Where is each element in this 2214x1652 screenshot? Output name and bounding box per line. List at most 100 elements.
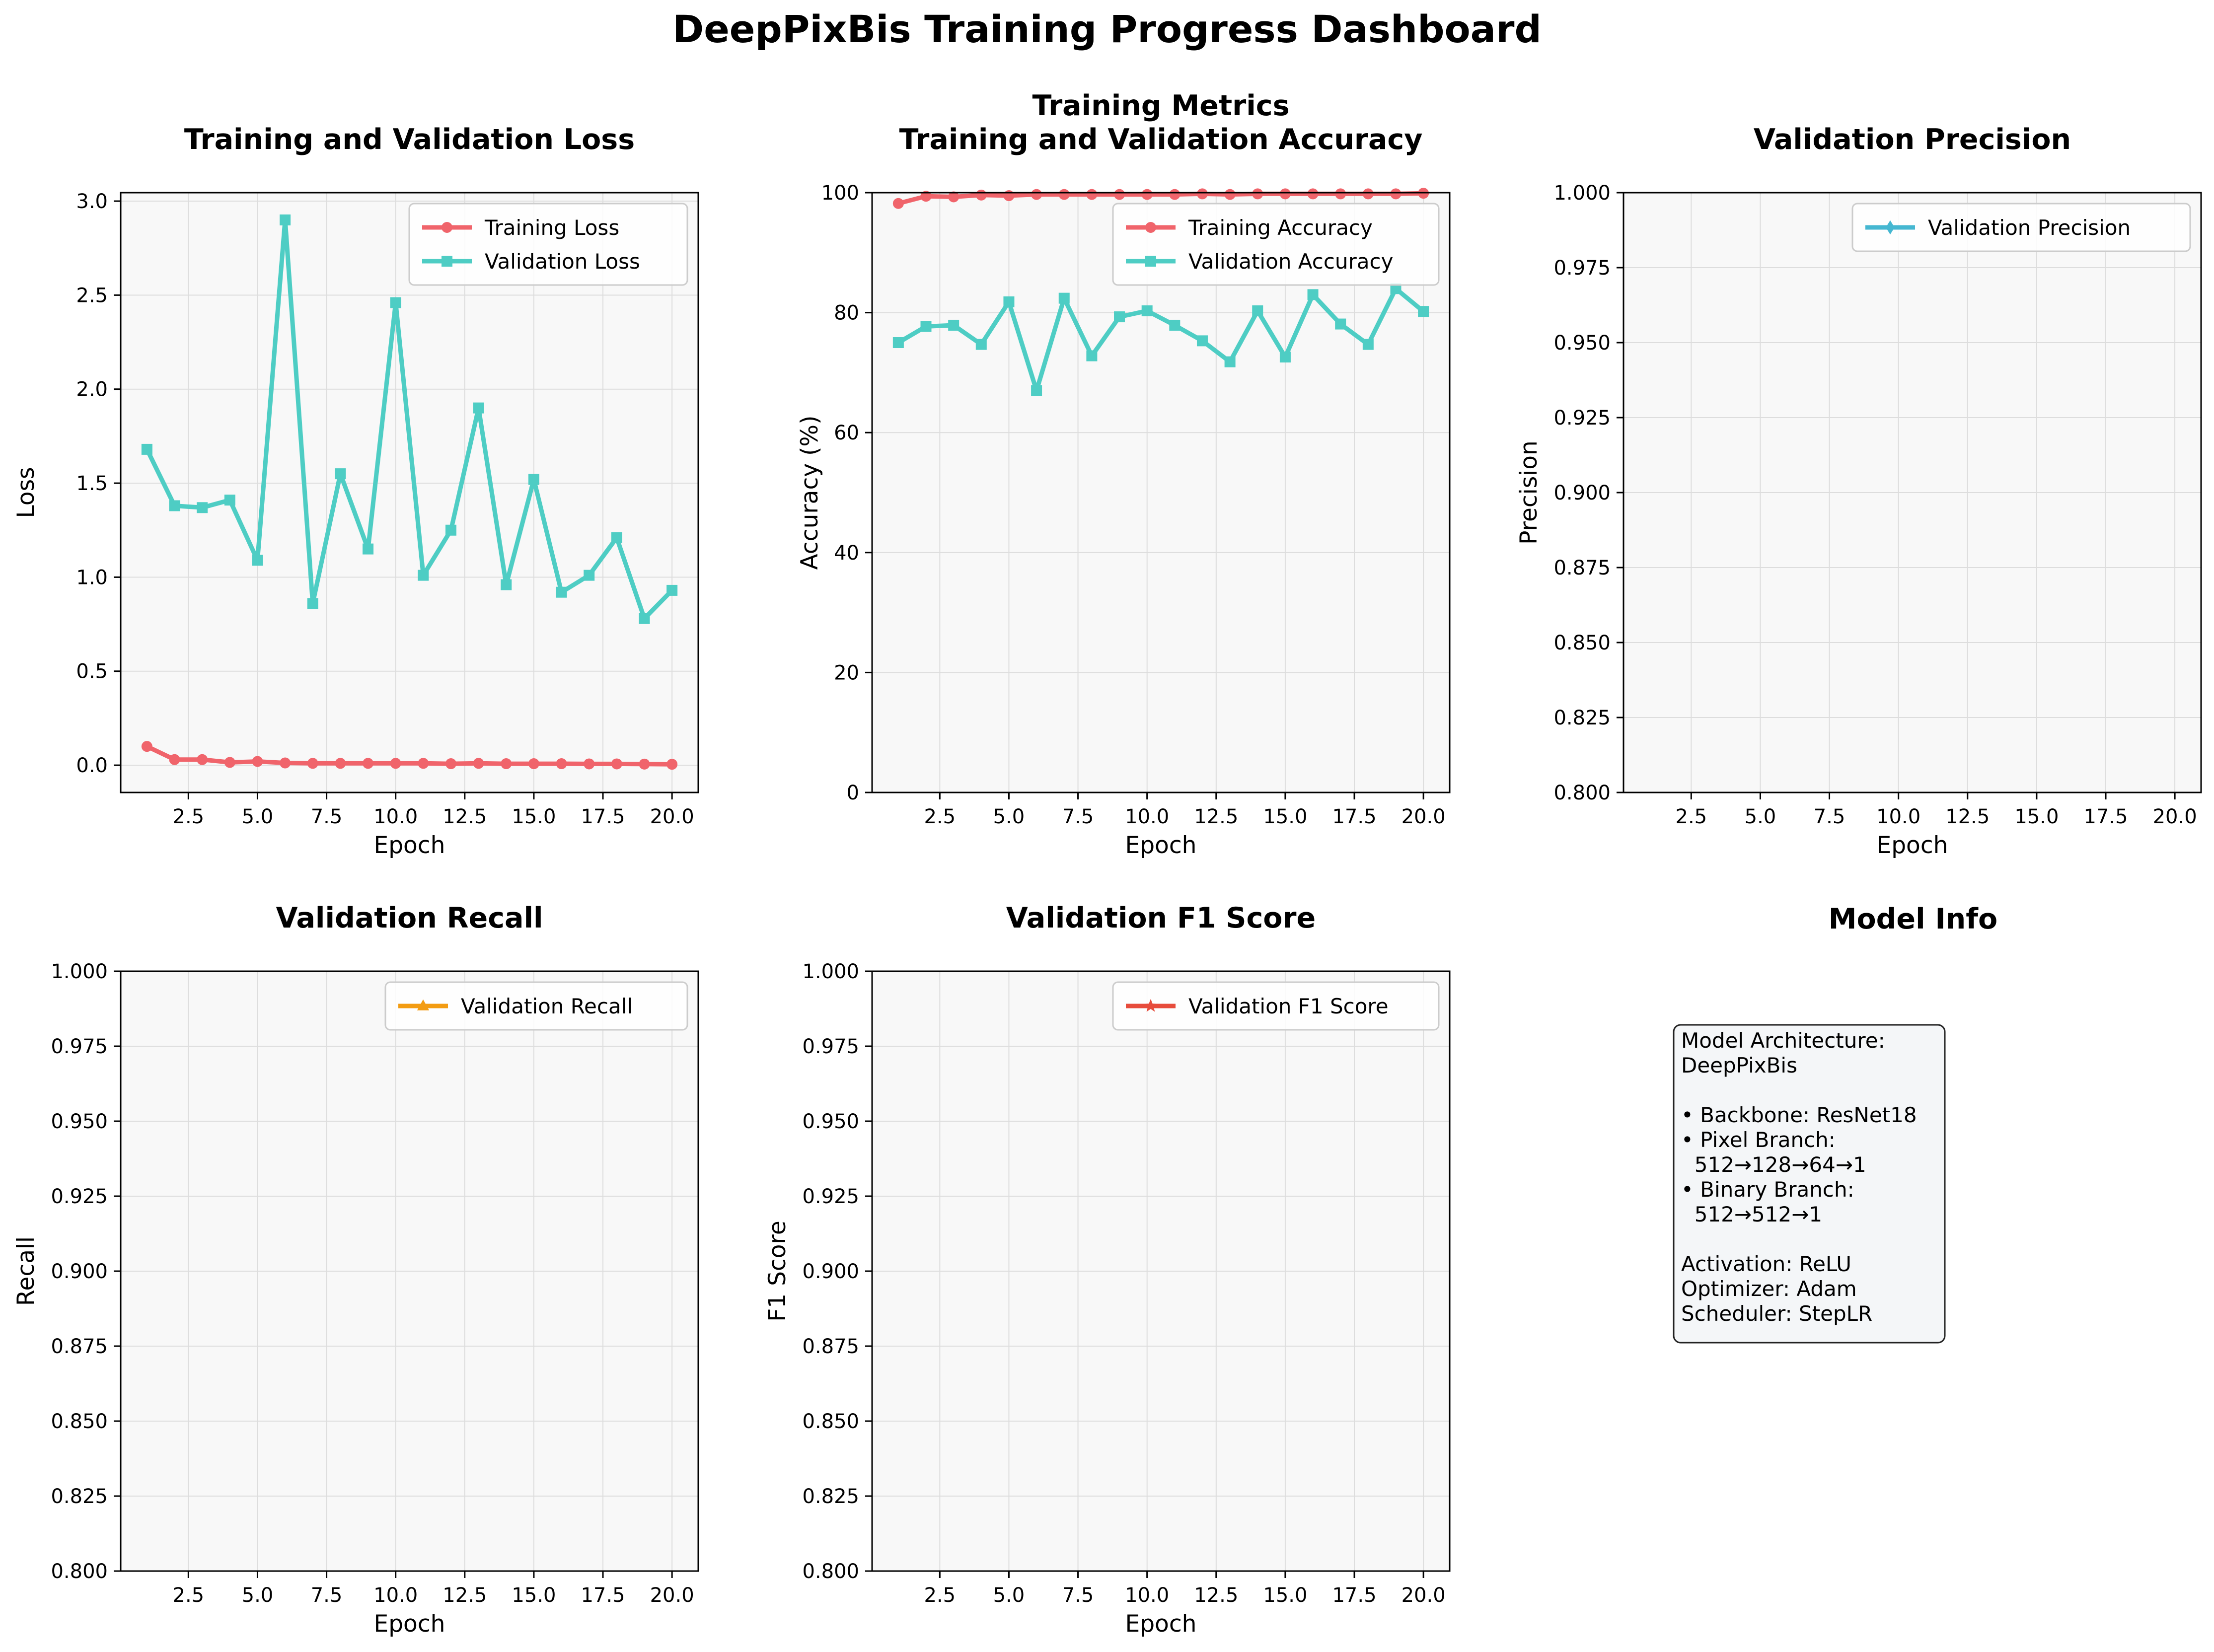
plot-area (121, 193, 698, 792)
y-tick-label: 0.825 (802, 1485, 859, 1508)
y-tick-label: 1.000 (51, 960, 108, 983)
y-tick-label: 1.000 (1553, 182, 1611, 205)
model-info-line: • Pixel Branch: (1681, 1128, 1836, 1152)
x-tick-label: 5.0 (993, 805, 1025, 828)
y-axis-label: Loss (12, 467, 40, 518)
data-point (1196, 335, 1208, 347)
y-tick-label: 0.875 (802, 1335, 859, 1358)
x-tick-label: 20.0 (1402, 1584, 1446, 1607)
legend-box (1851, 203, 2191, 252)
data-point (1169, 319, 1181, 331)
data-point (1307, 188, 1319, 200)
data-point (1335, 188, 1346, 200)
data-point (1196, 188, 1208, 200)
data-point (473, 758, 484, 769)
x-axis-label: Epoch (1877, 832, 1948, 859)
data-point (224, 495, 235, 506)
x-tick-label: 10.0 (1125, 805, 1169, 828)
f1-score-chart: 2.5 5.0 7.5 10.0 12.5 15.0 17.5 20.0 0.800 0.825 0… (764, 902, 1451, 1638)
data-point (975, 339, 987, 350)
x-tick-label: 17.5 (2083, 805, 2128, 828)
chart-subtitle: Training and Validation Accuracy (899, 123, 1423, 156)
y-tick-label: 0.900 (1553, 482, 1611, 504)
x-axis-label: Epoch (1125, 832, 1197, 859)
data-point (363, 543, 374, 555)
model-info-line: DeepPixBis (1681, 1053, 1797, 1077)
y-tick-label: 0.900 (51, 1260, 108, 1283)
data-point (639, 758, 650, 770)
loss-chart: 2.5 5.0 7.5 10.0 12.5 15.0 17.5 20.0 0.0 0.5 1.0 1.… (12, 123, 699, 859)
data-point (1279, 188, 1291, 200)
dashboard-title: DeepPixBis Training Progress Dashboard (672, 7, 1542, 51)
legend-marker (442, 256, 452, 267)
x-tick-label: 17.5 (581, 805, 625, 828)
y-tick-label: 0.950 (802, 1110, 859, 1133)
legend-box (1112, 981, 1440, 1031)
data-point (169, 500, 180, 511)
y-tick-label: 0 (847, 782, 859, 804)
chart-title: Training Metrics (1032, 89, 1289, 122)
model-info-line: • Backbone: ResNet18 (1681, 1103, 1917, 1127)
x-tick-label: 12.5 (1194, 1584, 1238, 1607)
data-point (1141, 305, 1153, 316)
model-info-line: 512→128→64→1 (1681, 1152, 1866, 1177)
legend-label: Validation Accuracy (1188, 249, 1394, 274)
x-tick-label: 15.0 (1263, 1584, 1307, 1607)
legend-marker (1144, 999, 1158, 1012)
data-point (280, 214, 291, 225)
axes-frame (871, 192, 1451, 793)
data-point (556, 586, 567, 598)
x-tick-label: 15.0 (2014, 805, 2059, 828)
legend-label: Training Loss (484, 215, 619, 240)
x-tick-label: 5.0 (242, 805, 274, 828)
legend-marker (1145, 222, 1156, 233)
data-point (1031, 189, 1042, 200)
y-tick-label: 80 (834, 302, 859, 325)
x-tick-label: 5.0 (1745, 805, 1776, 828)
y-tick-label: 0.850 (802, 1410, 859, 1433)
legend-box (1112, 203, 1440, 286)
data-point (528, 474, 539, 485)
y-tick-label: 20 (834, 661, 859, 684)
x-tick-label: 17.5 (581, 1584, 625, 1607)
legend-marker (442, 222, 452, 233)
data-point (639, 613, 650, 624)
y-tick-label: 0.950 (1553, 332, 1611, 355)
data-point (1224, 189, 1236, 200)
x-tick-label: 10.0 (1125, 1584, 1169, 1607)
y-tick-label: 0.825 (51, 1485, 108, 1508)
y-tick-label: 0.975 (51, 1035, 108, 1058)
y-tick-label: 1.5 (76, 472, 108, 495)
data-point (948, 319, 959, 331)
y-tick-label: 0.975 (1553, 257, 1611, 280)
x-tick-label: 10.0 (373, 805, 418, 828)
x-tick-label: 20.0 (650, 1584, 694, 1607)
data-point (1362, 188, 1374, 200)
x-tick-label: 7.5 (1062, 1584, 1094, 1607)
x-tick-label: 20.0 (1402, 805, 1446, 828)
data-point (920, 321, 932, 332)
y-tick-label: 0.850 (51, 1410, 108, 1433)
data-point (501, 758, 512, 770)
x-tick-label: 2.5 (924, 805, 956, 828)
data-point (1003, 190, 1015, 202)
data-point (445, 758, 456, 770)
data-point (418, 570, 429, 581)
data-point (1086, 189, 1098, 200)
data-point (1114, 189, 1125, 200)
data-point (1252, 188, 1263, 200)
x-tick-label: 15.0 (512, 1584, 556, 1607)
data-point (252, 756, 263, 767)
x-tick-label: 10.0 (1876, 805, 1920, 828)
x-tick-label: 20.0 (650, 805, 694, 828)
recall-chart: 2.5 5.0 7.5 10.0 12.5 15.0 17.5 20.0 0.800 0.825 0… (12, 902, 699, 1638)
x-tick-label: 20.0 (2153, 805, 2197, 828)
y-tick-label: 0.850 (1553, 632, 1611, 654)
y-axis-label: Recall (12, 1236, 40, 1306)
data-point (975, 189, 987, 201)
data-point (418, 758, 429, 769)
data-point (197, 754, 208, 765)
y-tick-label: 0.825 (1553, 707, 1611, 729)
x-tick-label: 17.5 (1332, 1584, 1376, 1607)
y-tick-label: 1.0 (76, 566, 108, 589)
